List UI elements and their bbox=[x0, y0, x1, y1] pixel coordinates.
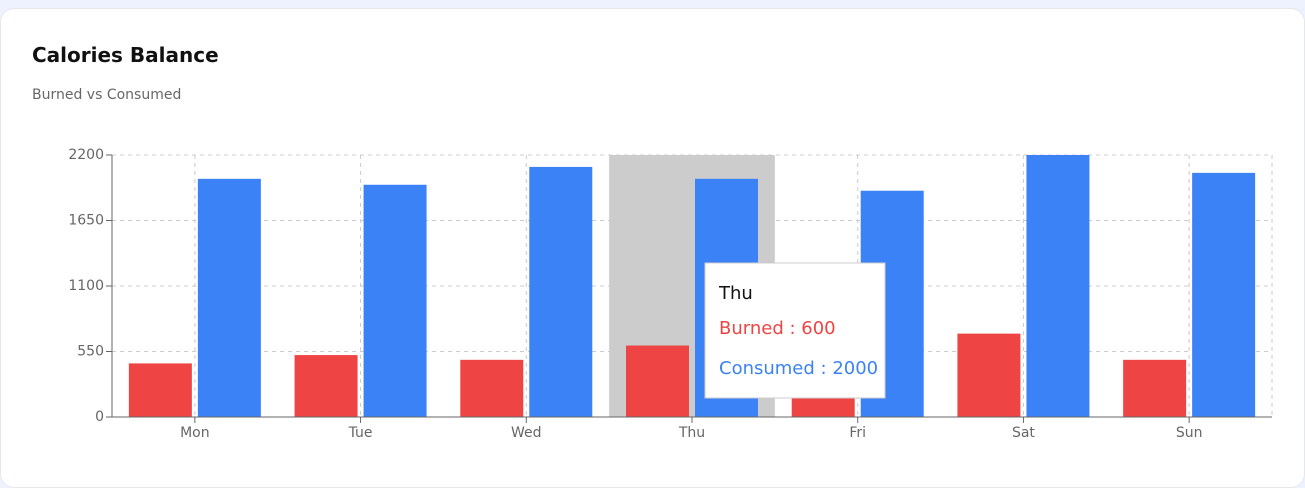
tooltip: Thu Burned : 600 Consumed : 2000 bbox=[704, 262, 886, 399]
chart-title: Calories Balance bbox=[32, 43, 219, 67]
bar bbox=[197, 178, 261, 417]
chart-subtitle: Burned vs Consumed bbox=[32, 87, 182, 103]
bar bbox=[626, 345, 689, 417]
y-tick-label: 550 bbox=[77, 344, 104, 360]
x-tick-label: Wed bbox=[511, 425, 542, 441]
y-tick-label: 1100 bbox=[68, 278, 104, 294]
x-tick-label: Fri bbox=[849, 425, 866, 441]
bar bbox=[460, 359, 524, 417]
page: Calories Balance Burned vs Consumed 0 550… bbox=[0, 8, 1305, 488]
bar bbox=[1192, 172, 1256, 417]
tooltip-title: Thu bbox=[718, 283, 753, 304]
bar bbox=[957, 333, 1021, 417]
x-tick-label: Mon bbox=[180, 425, 210, 441]
chart: 0 550 1100 1650 2200 Mon Tue Wed Thu Fri Sat Sun Thu… bbox=[68, 147, 1273, 441]
tooltip-box bbox=[704, 262, 886, 399]
tooltip-line: Burned : 600 bbox=[719, 318, 836, 339]
x-tick-label: Sun bbox=[1176, 425, 1203, 441]
y-tick-label: 2200 bbox=[68, 147, 104, 163]
bar bbox=[529, 166, 593, 417]
bar bbox=[294, 355, 358, 417]
bar bbox=[1026, 155, 1090, 417]
y-tick-label: 0 bbox=[95, 409, 104, 425]
x-tick-label: Thu bbox=[678, 425, 705, 441]
bar bbox=[128, 363, 192, 417]
tooltip-line: Consumed : 2000 bbox=[719, 358, 878, 379]
x-tick-label: Sat bbox=[1012, 425, 1035, 441]
bar bbox=[1123, 359, 1187, 417]
x-tick-label: Tue bbox=[348, 425, 373, 441]
bar bbox=[363, 184, 427, 417]
y-tick-label: 1650 bbox=[68, 213, 104, 229]
